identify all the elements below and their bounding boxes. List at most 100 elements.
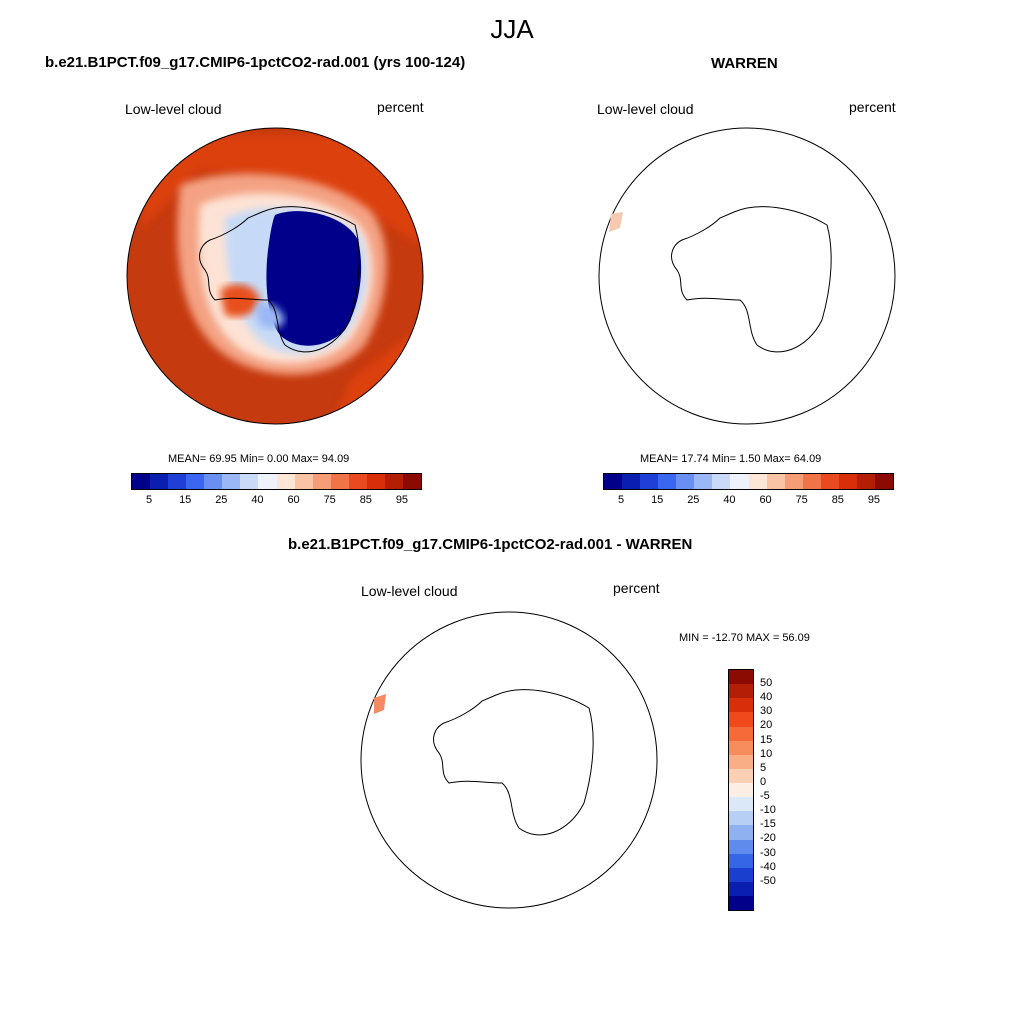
colorbar-swatch: [856, 474, 875, 489]
colorbar-tick-label: 95: [395, 494, 409, 506]
colorbar-swatch: [730, 474, 749, 489]
colorbar-swatch: [168, 474, 187, 489]
diff-colorbar-tick-label: -20: [760, 832, 776, 845]
colorbar-swatch: [712, 474, 731, 489]
panel2-variable-label: Low-level cloud: [597, 101, 694, 117]
colorbar-swatch: [222, 474, 241, 489]
panel3-stats: MIN = -12.70 MAX = 56.09: [679, 632, 810, 644]
colorbar-swatch: [204, 474, 223, 489]
diff-colorbar-swatch: [729, 896, 753, 911]
diff-colorbar-swatch: [729, 783, 753, 798]
colorbar-tick-label: 40: [723, 494, 736, 506]
panel1-stats: MEAN= 69.95 Min= 0.00 Max= 94.09: [168, 453, 350, 465]
diff-colorbar-swatch: [729, 797, 753, 812]
panel2-coastline: [671, 206, 832, 353]
diff-colorbar-tick-label: -30: [760, 846, 776, 859]
colorbar-tick-label: 60: [759, 494, 772, 506]
colorbar-swatch: [402, 474, 421, 489]
panel3-variable-label: Low-level cloud: [361, 583, 458, 599]
colorbar-tick-label: 75: [795, 494, 808, 506]
diff-colorbar-tick-label: -10: [760, 804, 776, 817]
colorbar-swatch: [348, 474, 367, 489]
colorbar-swatch: [132, 474, 151, 489]
colorbar-tick-label: 40: [251, 494, 264, 506]
diff-colorbar-tick-label: -15: [760, 818, 776, 831]
diff-colorbar-swatch: [729, 867, 753, 882]
panel1-title: b.e21.B1PCT.f09_g17.CMIP6-1pctCO2-rad.00…: [45, 54, 466, 71]
colorbar-tick-label: 75: [323, 494, 336, 506]
diff-colorbar-tick-label: 20: [760, 719, 773, 732]
panel2-units-label: percent: [849, 99, 896, 115]
colorbar-swatch: [330, 474, 349, 489]
panel3-units-label: percent: [613, 580, 660, 596]
colorbar-swatch: [676, 474, 695, 489]
diff-colorbar-swatch: [729, 881, 753, 896]
colorbar-swatch: [748, 474, 767, 489]
colorbar-swatch: [838, 474, 857, 489]
panel2-title: WARREN: [711, 55, 778, 72]
colorbar-tick-label: 25: [687, 494, 700, 506]
colorbar-swatch: [784, 474, 803, 489]
panel1-units-label: percent: [377, 99, 424, 115]
colorbar-swatch: [276, 474, 295, 489]
colorbar-swatch: [258, 474, 277, 489]
diff-colorbar-swatch: [729, 811, 753, 826]
panel2-colorbar: [603, 473, 894, 490]
colorbar-tick-label: 95: [867, 494, 881, 506]
diff-colorbar-tick-label: 30: [760, 705, 773, 718]
diff-colorbar-tick-label: 40: [760, 691, 773, 704]
colorbar-swatch: [640, 474, 659, 489]
diff-colorbar-tick-label: -5: [760, 790, 770, 803]
colorbar-swatch: [384, 474, 403, 489]
colorbar-swatch: [658, 474, 677, 489]
diff-colorbar: [728, 669, 754, 911]
panel1-coastline: [199, 206, 360, 353]
colorbar-tick-label: 5: [618, 494, 625, 506]
panel3-coastline: [433, 689, 594, 836]
season-title: JJA: [490, 14, 534, 44]
colorbar-swatch: [150, 474, 169, 489]
diff-colorbar-swatch: [729, 712, 753, 727]
diff-colorbar-swatch: [729, 839, 753, 854]
colorbar-tick-label: 85: [831, 494, 844, 506]
colorbar-swatch: [312, 474, 331, 489]
colorbar-swatch: [874, 474, 893, 489]
panel1-colorbar: [131, 473, 422, 490]
diff-colorbar-swatch: [729, 853, 753, 868]
colorbar-swatch: [766, 474, 785, 489]
colorbar-swatch: [366, 474, 385, 489]
diff-colorbar-tick-label: 0: [760, 775, 767, 788]
colorbar-swatch: [604, 474, 623, 489]
diff-colorbar-swatch: [729, 754, 753, 769]
diff-colorbar-swatch: [729, 825, 753, 840]
panel1-variable-label: Low-level cloud: [125, 101, 222, 117]
colorbar-tick-label: 85: [359, 494, 372, 506]
colorbar-tick-label: 25: [215, 494, 228, 506]
diff-colorbar-swatch: [729, 726, 753, 741]
colorbar-tick-label: 60: [287, 494, 300, 506]
diff-colorbar-tick-label: 10: [760, 747, 773, 760]
panel1-cloud-field: [127, 128, 423, 424]
diff-colorbar-tick-label: -40: [760, 860, 776, 873]
diff-colorbar-tick-label: 15: [760, 733, 773, 746]
colorbar-swatch: [294, 474, 313, 489]
colorbar-swatch: [240, 474, 259, 489]
diff-colorbar-swatch: [729, 768, 753, 783]
colorbar-swatch: [694, 474, 713, 489]
colorbar-swatch: [186, 474, 205, 489]
colorbar-swatch: [802, 474, 821, 489]
colorbar-tick-label: 15: [179, 494, 192, 506]
panel3-title: b.e21.B1PCT.f09_g17.CMIP6-1pctCO2-rad.00…: [288, 536, 693, 553]
colorbar-swatch: [820, 474, 839, 489]
diff-colorbar-tick-label: 5: [760, 761, 767, 774]
colorbar-tick-label: 5: [146, 494, 153, 506]
diff-colorbar-swatch: [729, 698, 753, 713]
panel2-stats: MEAN= 17.74 Min= 1.50 Max= 64.09: [640, 453, 822, 465]
colorbar-swatch: [622, 474, 641, 489]
diff-colorbar-swatch: [729, 670, 753, 685]
diff-colorbar-swatch: [729, 684, 753, 699]
diff-colorbar-tick-label: 50: [760, 677, 773, 690]
diff-colorbar-tick-label: -50: [760, 874, 776, 887]
diff-colorbar-swatch: [729, 740, 753, 755]
